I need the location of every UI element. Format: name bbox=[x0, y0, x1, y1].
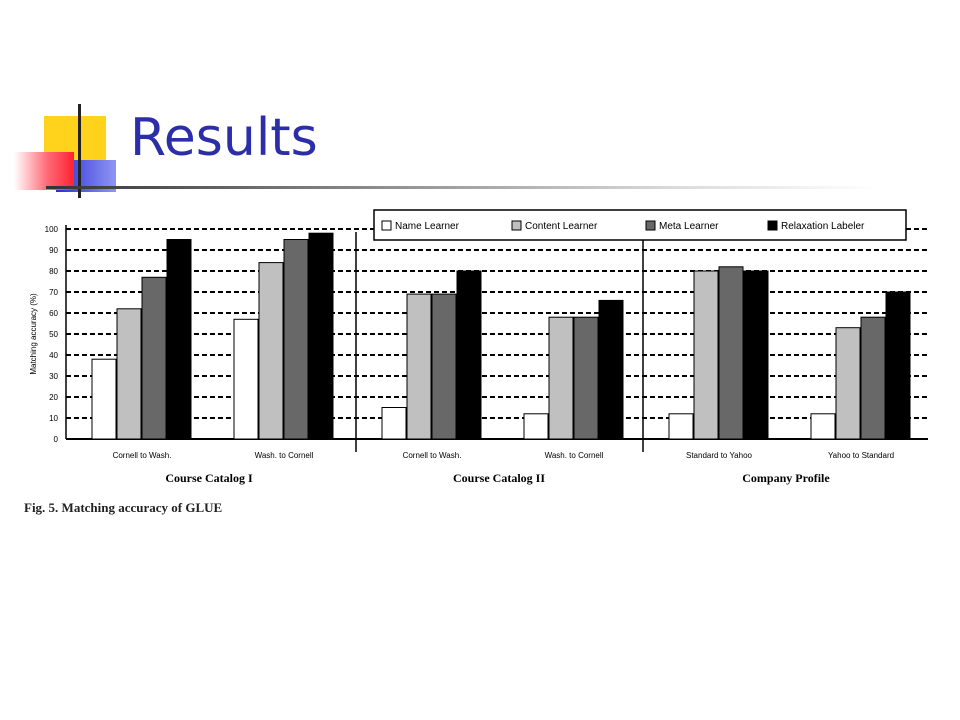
legend-label: Meta Learner bbox=[659, 221, 719, 232]
group-label: Course Catalog I bbox=[165, 471, 253, 485]
figure-caption: Fig. 5. Matching accuracy of GLUE bbox=[24, 500, 223, 515]
title-underline bbox=[46, 186, 876, 189]
bar bbox=[233, 318, 259, 440]
bar bbox=[91, 358, 117, 440]
y-tick-label: 90 bbox=[49, 246, 58, 255]
y-tick-label: 70 bbox=[49, 288, 58, 297]
bar bbox=[431, 293, 457, 440]
y-tick-label: 80 bbox=[49, 267, 58, 276]
decor-red-bar bbox=[14, 152, 74, 190]
slide-title: Results bbox=[130, 108, 318, 168]
y-tick-label: 50 bbox=[49, 330, 58, 339]
x-category-label: Cornell to Wash. bbox=[403, 451, 462, 460]
y-axis-label: Matching accuracy (%) bbox=[29, 293, 38, 375]
legend-swatch bbox=[645, 220, 656, 231]
bar bbox=[810, 413, 836, 440]
bar bbox=[835, 327, 861, 440]
x-category-label: Standard to Yahoo bbox=[686, 451, 753, 460]
x-category-label: Wash. to Cornell bbox=[545, 451, 604, 460]
legend-label: Content Learner bbox=[525, 221, 598, 232]
bar bbox=[573, 316, 599, 440]
x-category-label: Wash. to Cornell bbox=[255, 451, 314, 460]
bar bbox=[598, 299, 624, 440]
legend-swatch bbox=[511, 220, 522, 231]
y-tick-label: 10 bbox=[49, 414, 58, 423]
bar bbox=[885, 291, 911, 440]
y-tick-label: 100 bbox=[45, 225, 59, 234]
x-category-label: Yahoo to Standard bbox=[828, 451, 894, 460]
y-tick-label: 30 bbox=[49, 372, 58, 381]
y-tick-label: 0 bbox=[54, 435, 59, 444]
bar bbox=[406, 293, 432, 440]
bar bbox=[860, 316, 886, 440]
legend-swatch bbox=[767, 220, 778, 231]
bar bbox=[693, 270, 719, 440]
bar bbox=[523, 413, 549, 440]
decor-vertical-line bbox=[78, 104, 81, 198]
y-tick-label: 40 bbox=[49, 351, 58, 360]
legend-label: Name Learner bbox=[395, 221, 460, 232]
y-tick-label: 60 bbox=[49, 309, 58, 318]
x-category-label: Cornell to Wash. bbox=[113, 451, 172, 460]
bar bbox=[283, 239, 309, 440]
y-tick-label: 20 bbox=[49, 393, 58, 402]
legend-swatch bbox=[381, 220, 392, 231]
bar bbox=[668, 413, 694, 440]
group-label: Course Catalog II bbox=[453, 471, 545, 485]
bar bbox=[141, 276, 167, 440]
legend-box bbox=[373, 209, 907, 241]
bar bbox=[166, 239, 192, 440]
group-label: Company Profile bbox=[742, 471, 830, 485]
bar bbox=[718, 266, 744, 440]
legend-label: Relaxation Labeler bbox=[781, 221, 865, 232]
bar bbox=[308, 232, 334, 440]
bar bbox=[743, 270, 769, 440]
bar bbox=[381, 407, 407, 440]
bar bbox=[456, 270, 482, 440]
bar bbox=[548, 316, 574, 440]
bar bbox=[116, 308, 142, 440]
bar bbox=[258, 262, 284, 440]
